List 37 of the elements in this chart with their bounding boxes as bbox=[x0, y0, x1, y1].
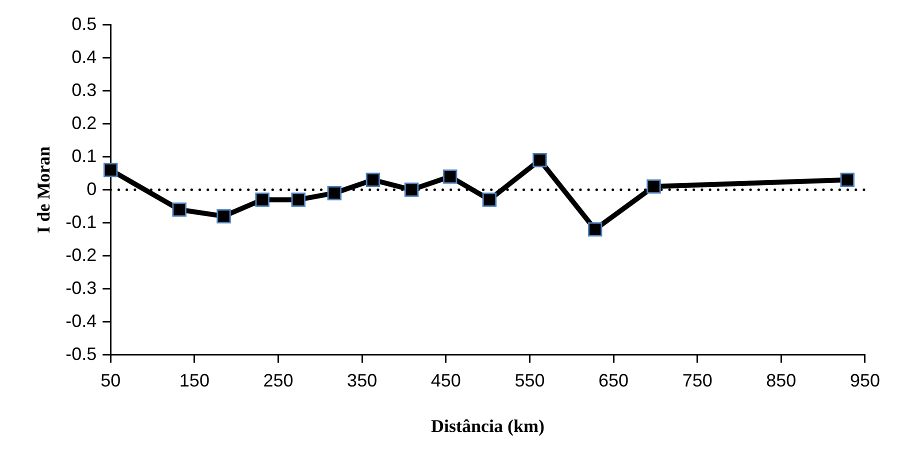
point bbox=[327, 186, 342, 200]
point bbox=[291, 192, 306, 207]
x-tick-label: 350 bbox=[347, 370, 378, 391]
x-tick-label: 550 bbox=[514, 370, 545, 391]
point bbox=[366, 172, 380, 188]
point bbox=[216, 209, 231, 224]
point bbox=[172, 202, 186, 217]
y-axis-title: I de Moran bbox=[33, 146, 54, 234]
x-tick-label: 750 bbox=[682, 370, 712, 391]
point bbox=[404, 182, 419, 197]
y-tick-label: -0.1 bbox=[66, 212, 97, 232]
y-tick-label: -0.5 bbox=[66, 344, 97, 364]
point bbox=[840, 172, 854, 188]
x-tick-label: 650 bbox=[598, 370, 629, 391]
x-axis-title: Distância (km) bbox=[431, 416, 545, 436]
y-tick-label: 0.3 bbox=[72, 80, 97, 100]
point bbox=[532, 152, 547, 168]
y-tick-label: 0 bbox=[86, 178, 97, 199]
x-tick-label: 50 bbox=[100, 370, 121, 391]
y-tick-label: 0.2 bbox=[72, 112, 97, 133]
x-tick-label: 250 bbox=[263, 370, 294, 391]
x-tick-label: 450 bbox=[430, 370, 461, 391]
y-tick-label: 0.5 bbox=[72, 14, 97, 34]
y-tick-label: -0.2 bbox=[66, 244, 97, 265]
point bbox=[442, 169, 458, 184]
x-tick-label: 850 bbox=[766, 370, 796, 391]
point bbox=[482, 192, 497, 207]
point bbox=[588, 222, 602, 237]
y-tick-label: 0.1 bbox=[72, 146, 97, 166]
point bbox=[646, 179, 661, 194]
x-tick-label: 150 bbox=[179, 370, 210, 391]
x-tick-label: 950 bbox=[850, 370, 880, 391]
y-tick-label: -0.3 bbox=[66, 278, 97, 298]
point bbox=[255, 192, 270, 207]
y-tick-label: 0.4 bbox=[72, 46, 97, 67]
y-tick-label: -0.4 bbox=[66, 310, 97, 331]
point bbox=[104, 162, 118, 178]
